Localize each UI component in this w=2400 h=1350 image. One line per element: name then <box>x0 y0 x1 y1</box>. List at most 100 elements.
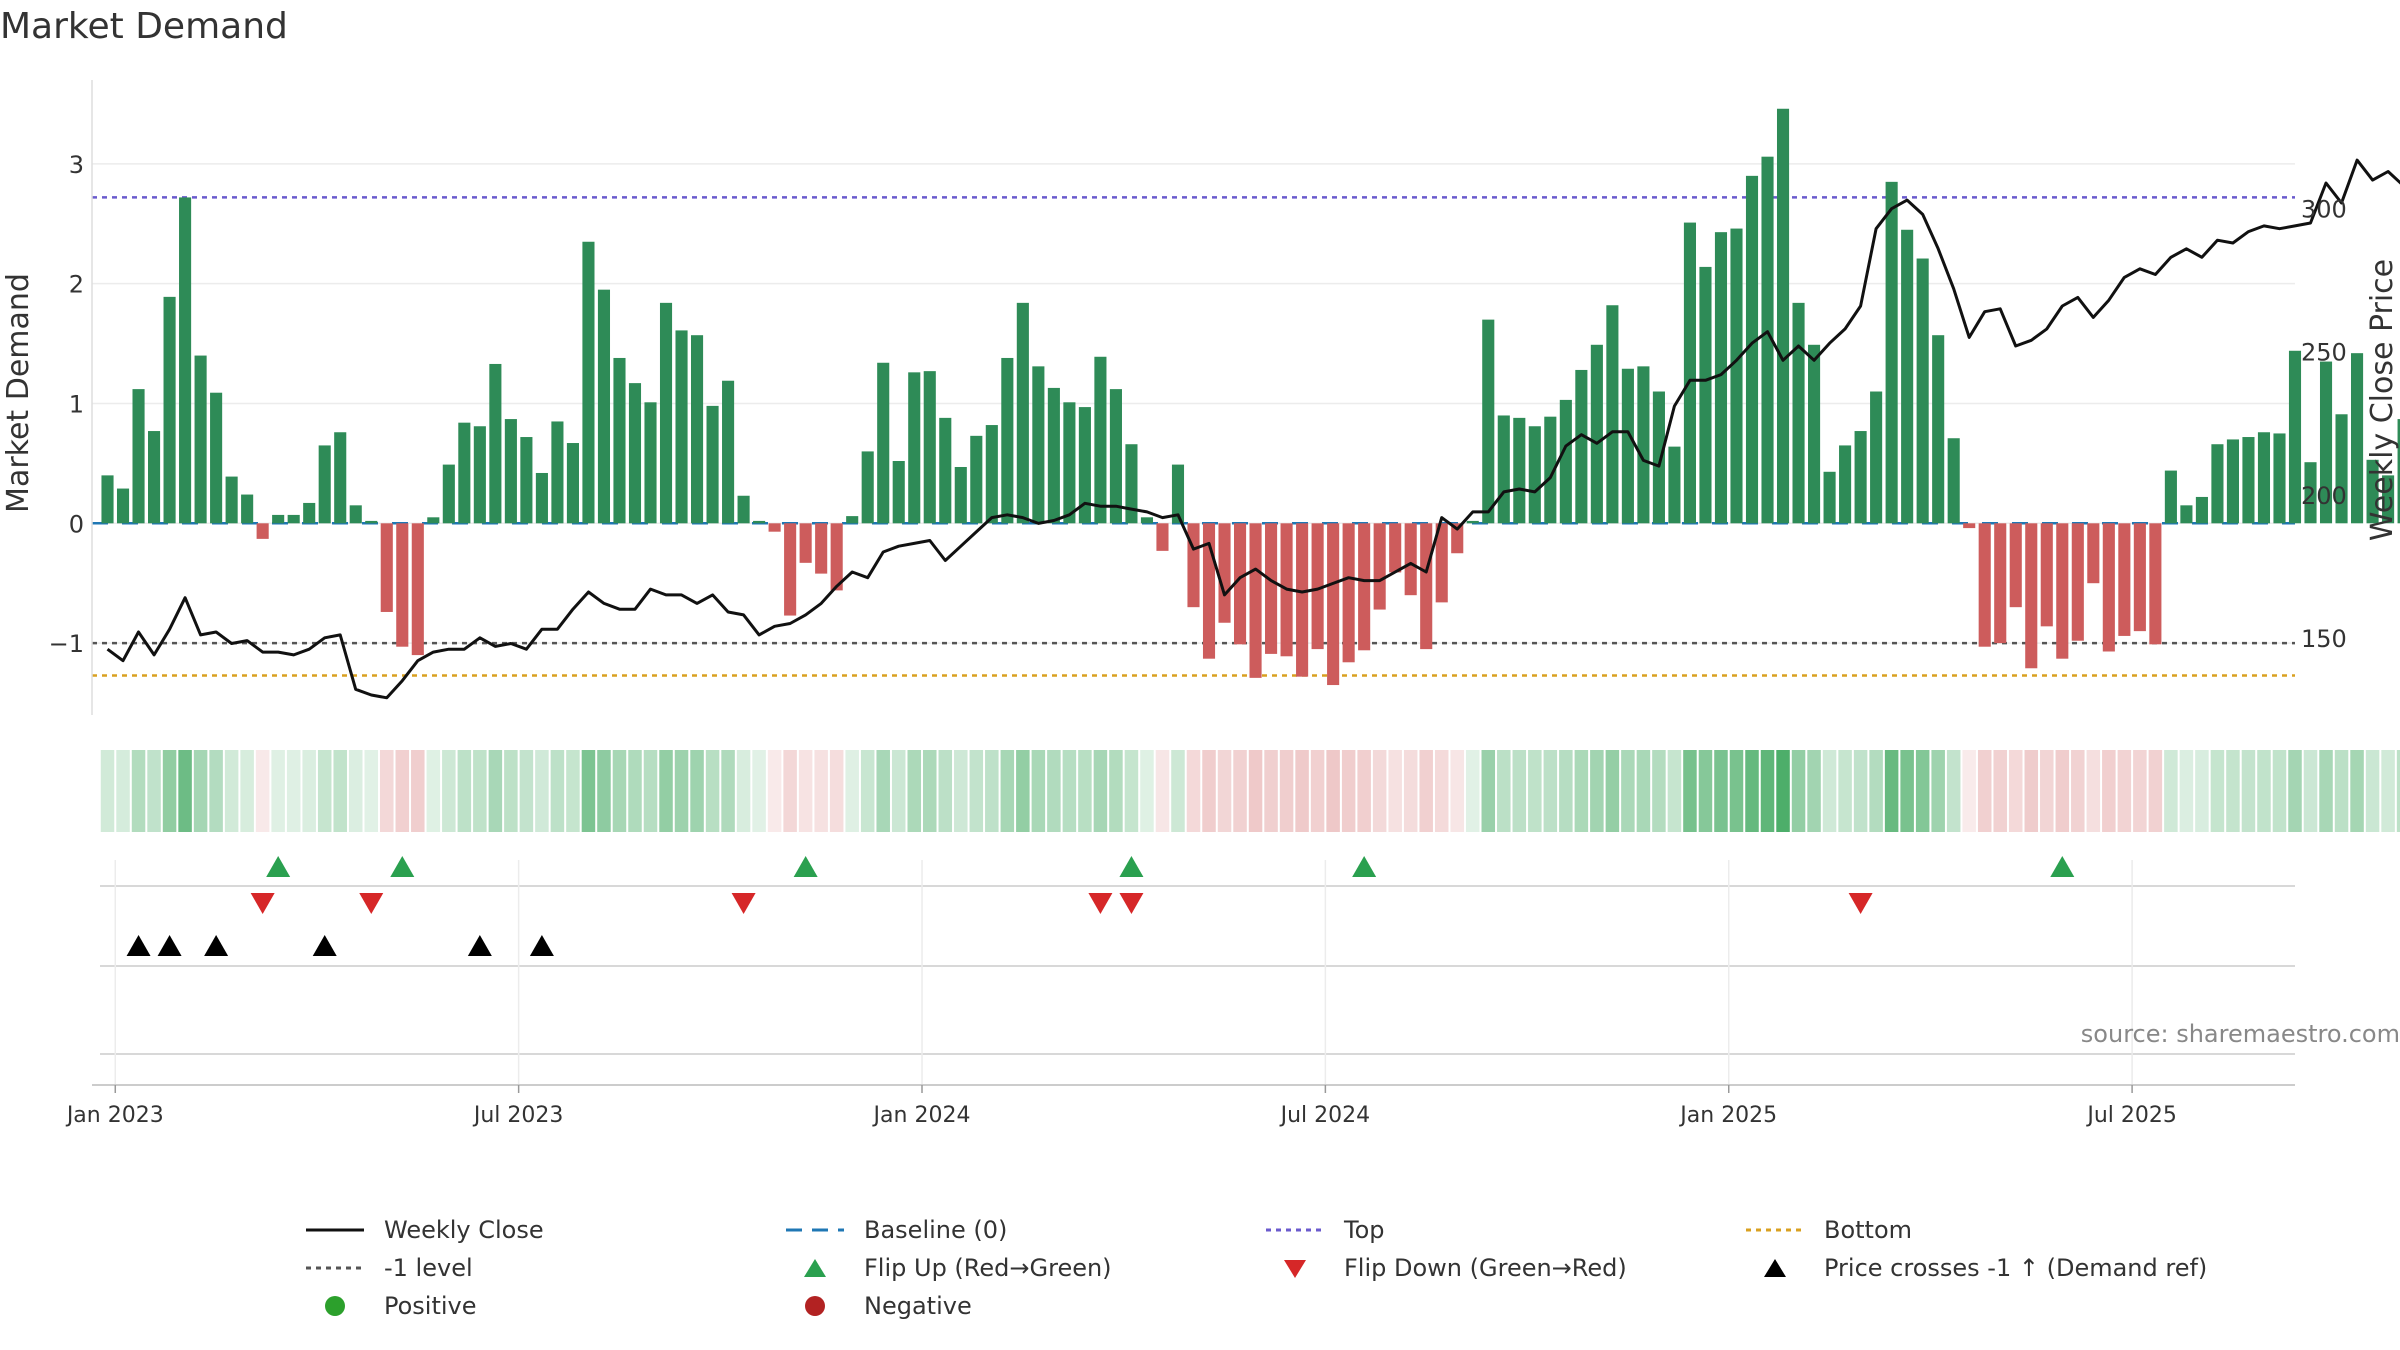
heat-cell <box>488 750 503 832</box>
heat-cell <box>2272 750 2287 832</box>
legend-negative: Negative <box>780 1288 972 1324</box>
heat-cell <box>2319 750 2333 832</box>
weekly-close-swatch <box>306 1228 364 1232</box>
demand-bar-negative <box>1218 523 1231 623</box>
demand-bar-positive <box>846 516 859 524</box>
heat-cell <box>2241 750 2256 832</box>
flip-up-icon <box>804 1259 826 1277</box>
heat-cell <box>1993 750 2007 832</box>
demand-bar-negative <box>1420 523 1433 650</box>
demand-bar-positive <box>582 241 595 524</box>
heat-cell <box>1729 750 1744 832</box>
heat-cell <box>1310 750 1325 832</box>
heat-cell <box>2179 750 2194 832</box>
demand-bar-positive <box>272 514 285 524</box>
heat-cell <box>1605 750 1620 832</box>
demand-bar-negative <box>1963 523 1976 529</box>
demand-bar-positive <box>287 514 300 524</box>
price-cross-marker <box>126 935 151 956</box>
heat-cell <box>1403 750 1418 832</box>
heat-cell <box>2396 750 2400 832</box>
left-tick-label: 3 <box>69 151 84 179</box>
demand-bar-positive <box>2273 433 2286 524</box>
demand-bar-positive <box>179 197 192 524</box>
demand-bar-positive <box>116 488 130 524</box>
demand-bar-positive <box>908 372 921 524</box>
event-markers <box>126 856 2075 956</box>
demand-bar-positive <box>675 330 688 524</box>
heat-cell <box>1140 750 1154 832</box>
heat-cell <box>535 750 549 832</box>
heat-cell <box>1931 750 1945 832</box>
demand-bar-positive <box>1870 391 1883 524</box>
heat-cell <box>550 750 565 832</box>
heat-cell <box>628 750 642 832</box>
demand-bar-negative <box>411 523 424 656</box>
positive-dot-icon <box>325 1296 345 1316</box>
price-cross-marker <box>157 935 182 956</box>
heat-cell <box>876 750 890 832</box>
demand-bar-positive <box>722 380 735 524</box>
heat-cell <box>659 750 673 832</box>
heat-cell <box>954 750 968 832</box>
demand-bar-positive <box>659 302 673 524</box>
demand-bar-positive <box>2366 459 2379 524</box>
demand-bar-positive <box>706 405 719 524</box>
demand-bar-negative <box>1327 523 1340 686</box>
demand-bar-positive <box>566 443 579 524</box>
heat-cell <box>116 750 130 832</box>
axes: −1 0 1 2 3 150 200 250 300 Jan 2023 Jul 2023 Jan 20… <box>49 80 2347 1128</box>
heat-cell <box>131 750 146 832</box>
legend-flip-down: Flip Down (Green→Red) <box>1260 1250 1627 1286</box>
demand-bar-negative <box>380 523 393 612</box>
legend-label: Baseline (0) <box>864 1216 1008 1244</box>
demand-bar-positive <box>2211 444 2224 524</box>
heat-cell <box>1450 750 1464 832</box>
demand-bar-negative <box>768 523 781 532</box>
demand-bar-positive <box>690 335 704 524</box>
demand-bar-negative <box>1187 523 1200 608</box>
demand-bar-positive <box>1513 417 1526 524</box>
heat-cell <box>1776 750 1790 832</box>
heat-cell <box>1000 750 1015 832</box>
heat-cell <box>2381 750 2395 832</box>
market-demand-chart: −1 0 1 2 3 150 200 250 300 Jan 2023 Jul 2023 Jan 20… <box>1 80 2400 1128</box>
demand-bar-positive <box>1885 181 1898 524</box>
heat-cell <box>814 750 828 832</box>
demand-bar-positive <box>1125 444 1138 524</box>
heat-cell <box>147 750 161 832</box>
heat-cell <box>860 750 875 832</box>
demand-bar-negative <box>1358 523 1371 651</box>
heat-cell <box>1962 750 1976 832</box>
demand-bar-positive <box>628 383 642 524</box>
heat-cell <box>581 750 596 832</box>
demand-bar-positive <box>148 431 161 524</box>
demand-bar-negative <box>1994 523 2007 644</box>
legend-top: Top <box>1260 1212 1385 1248</box>
heat-cell <box>302 750 316 832</box>
demand-bars <box>101 108 2400 686</box>
flip-up-marker <box>2050 856 2075 877</box>
demand-bar-negative <box>2149 523 2162 645</box>
demand-bar-positive <box>1776 108 1790 524</box>
demand-heat-strip <box>100 750 2400 832</box>
legend-label: Positive <box>384 1292 477 1320</box>
right-tick-label: 150 <box>2301 625 2347 653</box>
x-tick-label: Jan 2025 <box>1678 1103 1777 1128</box>
heat-cell <box>1326 750 1340 832</box>
heat-cell <box>1807 750 1821 832</box>
heat-cell <box>845 750 859 832</box>
demand-bar-negative <box>784 523 797 616</box>
heat-cell <box>2008 750 2023 832</box>
legend-minus-one: -1 level <box>300 1250 473 1286</box>
heat-cell <box>1047 750 1061 832</box>
heat-cell <box>2365 750 2380 832</box>
legend: Weekly Close Baseline (0) Top Bottom -1 … <box>300 1212 2260 1332</box>
heat-cell <box>798 750 813 832</box>
heat-cell <box>2040 750 2054 832</box>
price-cross-marker <box>529 935 554 956</box>
heat-cell <box>1016 750 1030 832</box>
heat-cell <box>2288 750 2302 832</box>
demand-bar-positive <box>1482 319 1495 524</box>
heat-cell <box>2350 750 2364 832</box>
